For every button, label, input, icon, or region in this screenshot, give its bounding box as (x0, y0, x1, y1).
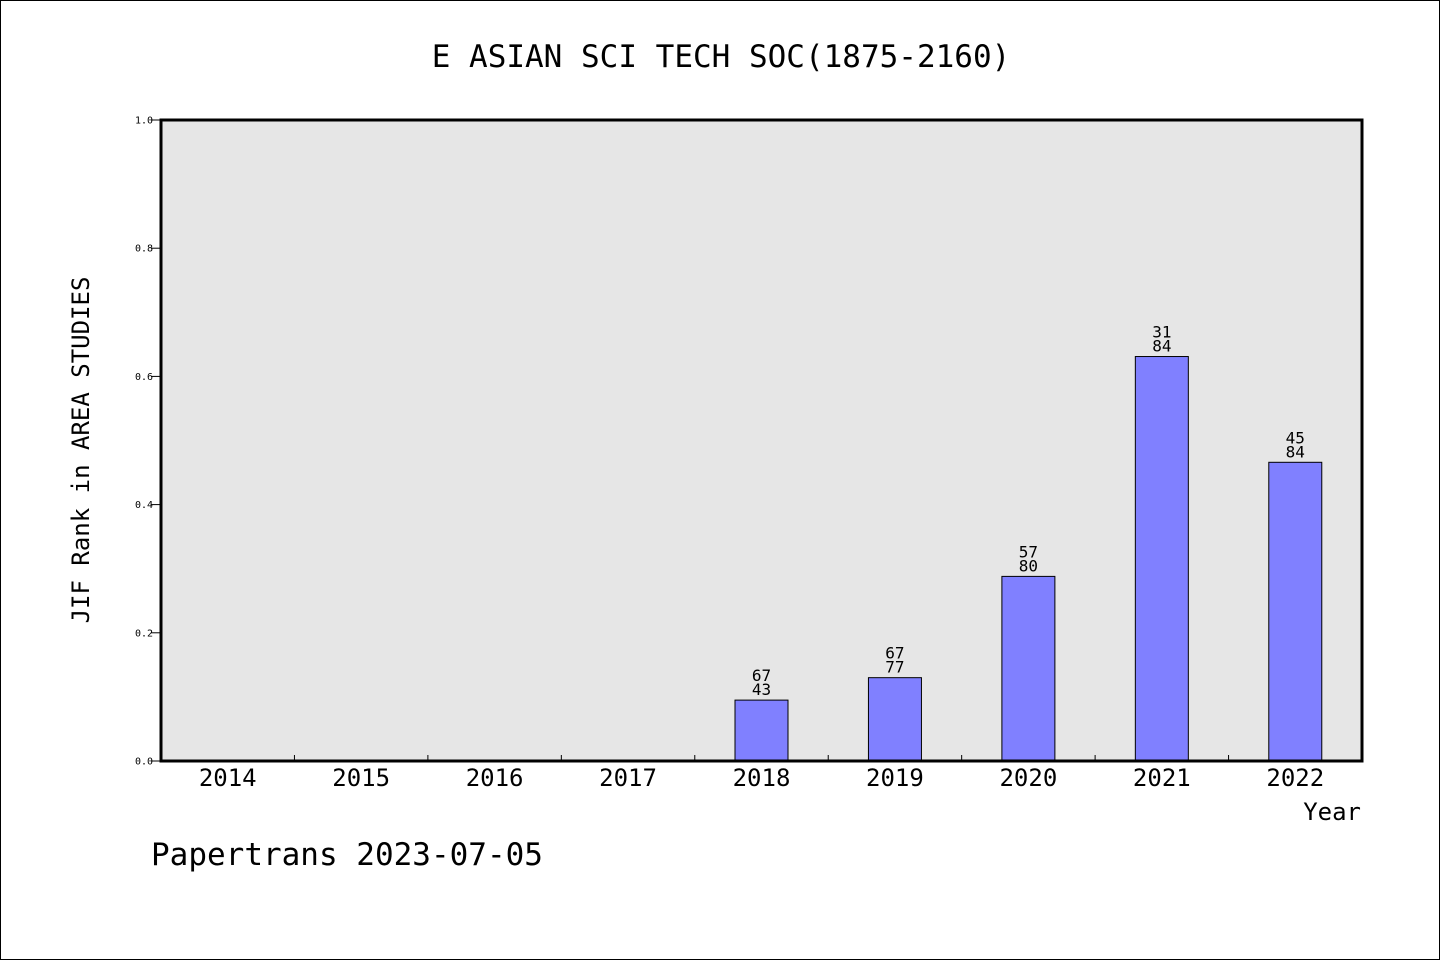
x-tick-label: 2016 (466, 764, 524, 792)
bar (734, 699, 789, 762)
y-axis-label: JIF Rank in AREA STUDIES (67, 277, 95, 624)
bar (867, 677, 922, 762)
x-tick-label: 2019 (866, 764, 924, 792)
bar-label-rank: 57 (1019, 542, 1038, 561)
x-tick-label: 2020 (999, 764, 1057, 792)
bar (1268, 461, 1323, 762)
y-tick-label: 0.2 (135, 628, 153, 639)
x-tick-label: 2022 (1266, 764, 1324, 792)
x-tick-label: 2021 (1133, 764, 1191, 792)
y-tick-label: 0.8 (135, 244, 153, 255)
bar-label-rank: 67 (752, 666, 771, 685)
x-tick-label: 2014 (199, 764, 257, 792)
bar-label-total: 43 (752, 680, 771, 699)
x-axis-label: Year (1303, 798, 1361, 826)
plot-border (159, 118, 1364, 763)
y-tick-label: 0.0 (135, 757, 153, 768)
footer-credit: Papertrans 2023-07-05 (151, 837, 543, 873)
chart-title: E ASIAN SCI TECH SOC(1875-2160) (432, 39, 1011, 75)
bar-label-total: 84 (1152, 337, 1171, 356)
y-tick-label: 0.6 (135, 372, 153, 383)
x-tick-label: 2018 (733, 764, 791, 792)
y-tick-label: 1.0 (135, 116, 153, 127)
bar-label-rank: 31 (1152, 323, 1171, 342)
bar-label-total: 80 (1019, 556, 1038, 575)
y-axis: 0.0 0.2 0.4 0.6 0.8 1.0 (135, 116, 161, 768)
bar (1001, 575, 1056, 762)
bar-label-rank: 67 (885, 644, 904, 663)
bar-label-total: 84 (1286, 442, 1305, 461)
x-tick-label: 2017 (599, 764, 657, 792)
bar (1134, 356, 1189, 762)
bar-label-total: 77 (885, 658, 904, 677)
x-axis: 2014 2015 2016 2017 2018 2019 2020 2021 2022 (199, 755, 1324, 792)
y-tick-label: 0.4 (135, 500, 153, 511)
bar-label-rank: 45 (1286, 428, 1305, 447)
x-tick-label: 2015 (332, 764, 390, 792)
